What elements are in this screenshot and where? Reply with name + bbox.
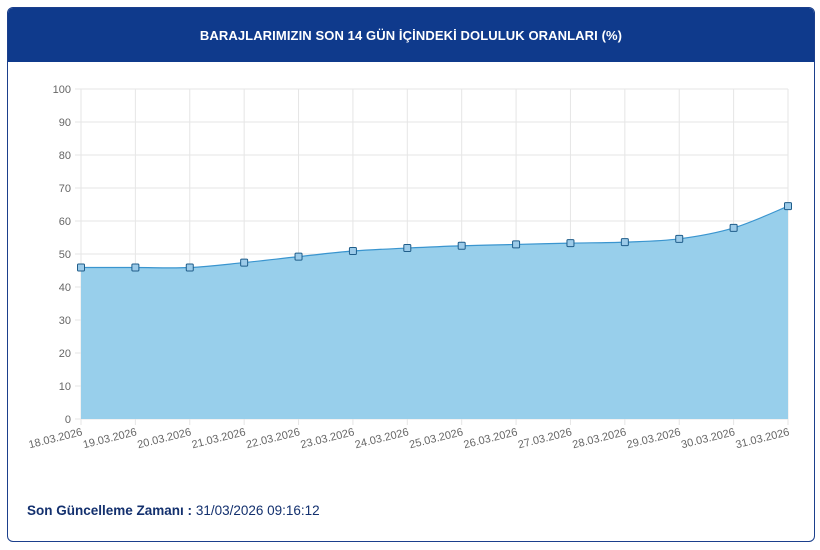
y-tick-label: 20	[59, 348, 71, 360]
x-tick-label: 20.03.2026	[136, 426, 192, 451]
data-point[interactable]	[784, 202, 792, 211]
series-line	[80, 205, 789, 269]
last-update-value: 31/03/2026 09:16:12	[195, 503, 320, 518]
last-update-label: Son Güncelleme Zamanı :	[27, 503, 193, 518]
x-tick-label: 30.03.2026	[680, 426, 736, 451]
area-layer	[80, 205, 789, 419]
x-tick-label: 23.03.2026	[299, 426, 355, 451]
data-point[interactable]	[512, 240, 521, 249]
x-tick-label: 31.03.2026	[734, 426, 790, 451]
data-point[interactable]	[729, 223, 738, 232]
data-point[interactable]	[77, 263, 85, 272]
y-tick-label: 0	[65, 414, 71, 426]
data-point[interactable]	[403, 244, 412, 253]
data-point[interactable]	[457, 241, 466, 250]
x-tick-label: 26.03.2026	[462, 426, 518, 451]
card-header: BARAJLARIMIZIN SON 14 GÜN İÇİNDEKİ DOLUL…	[8, 8, 814, 62]
marker-layer	[77, 202, 792, 272]
y-tick-label: 90	[59, 117, 71, 129]
y-tick-label: 80	[59, 150, 71, 162]
data-point[interactable]	[131, 263, 140, 272]
x-tick-label: 21.03.2026	[191, 426, 247, 451]
last-update: Son Güncelleme Zamanı : 31/03/2026 09:16…	[27, 503, 320, 518]
y-tick-label: 70	[59, 183, 71, 195]
data-point[interactable]	[185, 263, 194, 272]
x-tick-label: 25.03.2026	[408, 426, 464, 451]
data-point[interactable]	[240, 258, 249, 267]
data-point[interactable]	[620, 238, 629, 247]
data-point[interactable]	[566, 239, 575, 248]
area-fill	[81, 206, 788, 419]
x-tick-label: 28.03.2026	[571, 426, 627, 451]
data-point[interactable]	[348, 247, 357, 256]
x-tick-label: 18.03.2026	[27, 426, 83, 451]
y-tick-label: 10	[59, 381, 71, 393]
x-tick-label: 22.03.2026	[245, 426, 301, 451]
y-tick-label: 30	[59, 315, 71, 327]
x-tick-label: 27.03.2026	[517, 426, 573, 451]
x-tick-label: 24.03.2026	[354, 426, 410, 451]
y-tick-label: 60	[59, 216, 71, 228]
x-tick-label: 29.03.2026	[626, 426, 682, 451]
x-tick-label: 19.03.2026	[82, 426, 138, 451]
y-tick-label: 40	[59, 282, 71, 294]
data-point[interactable]	[675, 234, 684, 243]
y-tick-label: 50	[59, 249, 71, 261]
data-point[interactable]	[294, 252, 303, 261]
y-tick-label: 100	[53, 84, 71, 96]
chart-title: BARAJLARIMIZIN SON 14 GÜN İÇİNDEKİ DOLUL…	[199, 27, 623, 43]
